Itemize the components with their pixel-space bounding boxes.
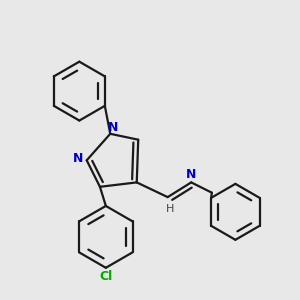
Text: N: N <box>107 121 118 134</box>
Text: Cl: Cl <box>99 270 112 283</box>
Text: H: H <box>166 205 174 214</box>
Text: N: N <box>186 168 196 181</box>
Text: N: N <box>73 152 83 165</box>
